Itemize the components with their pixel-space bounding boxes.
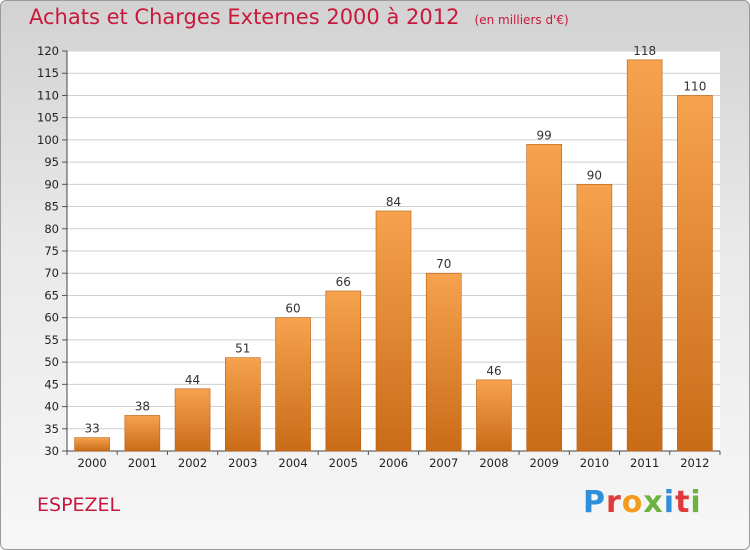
y-tick-label: 115 [37,66,59,80]
y-tick-label: 110 [37,88,59,102]
chart-subtitle: (en milliers d'€) [474,13,569,27]
x-tick-label: 2003 [228,456,257,470]
commune-name: ESPEZEL [37,494,121,516]
data-label: 60 [285,302,300,316]
x-tick-label: 2012 [680,456,709,470]
bar [124,415,161,452]
x-tick-label: 2001 [128,456,157,470]
data-label: 66 [336,275,351,289]
x-tick-label: 2000 [77,456,106,470]
y-tick-label: 120 [37,44,59,58]
logo-letter: P [583,485,606,520]
x-tick-label: 2002 [178,456,207,470]
y-tick-label: 60 [44,311,59,325]
logo-letter: x [643,485,664,520]
proxiti-logo: Proxiti [583,485,702,520]
x-tick-label: 2007 [429,456,458,470]
y-tick-label: 105 [37,111,59,125]
y-tick-label: 90 [44,177,59,191]
y-tick-label: 50 [44,355,59,369]
y-tick-label: 80 [44,222,59,236]
y-tick-label: 70 [44,266,59,280]
x-tick-label: 2005 [329,456,358,470]
logo-letter: r [606,485,622,520]
data-label: 33 [84,422,99,436]
bar [476,379,512,452]
x-tick-label: 2004 [278,456,307,470]
y-tick-label: 40 [44,400,59,414]
y-tick-label: 30 [44,444,59,458]
y-tick-label: 100 [37,133,59,147]
y-tick-label: 65 [44,288,59,302]
data-label: 51 [235,342,250,356]
bar [626,59,663,452]
data-label: 44 [185,373,200,387]
y-tick-label: 35 [44,422,59,436]
logo-letter: t [675,485,691,520]
x-tick-label: 2010 [580,456,609,470]
logo-letter: i [663,485,676,520]
data-label: 46 [486,364,501,378]
bar [74,437,110,452]
data-label: 90 [587,168,602,182]
y-tick-label: 45 [44,377,59,391]
data-label: 84 [386,195,401,209]
logo-letter: i [690,485,702,520]
y-tick-label: 95 [44,155,59,169]
x-tick-label: 2009 [530,456,559,470]
y-tick-label: 75 [44,244,59,258]
x-tick-label: 2011 [630,456,659,470]
bar [375,210,412,452]
chart-title: Achats et Charges Externes 2000 à 2012 [29,5,460,29]
data-label: 38 [135,399,150,413]
x-tick-label: 2008 [479,456,508,470]
bar [325,290,362,452]
chart-title-row: Achats et Charges Externes 2000 à 2012 (… [29,5,569,29]
data-label: 99 [537,128,552,142]
data-label: 70 [436,257,451,271]
logo-letter: o [621,485,644,520]
data-label: 110 [683,79,706,93]
bar [174,388,211,452]
bar [677,95,713,452]
bar [275,317,311,452]
x-tick-label: 2006 [379,456,408,470]
bar [425,272,462,452]
bar [576,184,613,452]
data-label: 118 [633,44,656,58]
y-tick-label: 85 [44,200,59,214]
bar [225,357,261,452]
y-tick-label: 55 [44,333,59,347]
bar [526,144,562,452]
